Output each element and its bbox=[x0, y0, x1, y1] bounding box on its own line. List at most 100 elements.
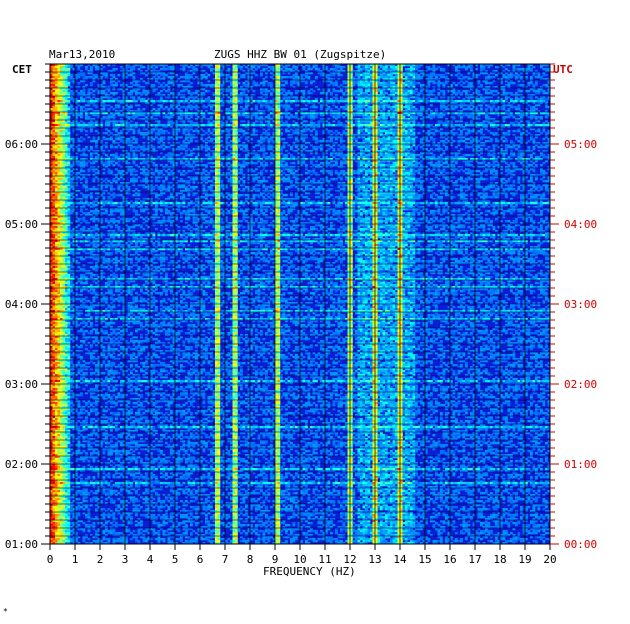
spectrogram-cell bbox=[165, 84, 168, 87]
spectrogram-cell bbox=[50, 118, 53, 121]
spectrogram-cell bbox=[530, 116, 533, 119]
spectrogram-cell bbox=[287, 104, 291, 107]
spectrogram-cell bbox=[50, 108, 53, 111]
spectrogram-cell bbox=[452, 140, 456, 143]
spectrogram-cell bbox=[360, 88, 363, 91]
spectrogram-cell bbox=[470, 70, 473, 73]
spectrogram-cell bbox=[85, 110, 88, 113]
spectrogram-cell bbox=[207, 134, 211, 137]
spectrogram-cell bbox=[547, 144, 551, 147]
spectrogram-cell bbox=[212, 84, 216, 87]
spectrogram-cell bbox=[510, 94, 513, 97]
spectrogram-cell bbox=[427, 132, 431, 135]
spectrogram-cell bbox=[97, 124, 101, 127]
spectrogram-cell bbox=[200, 136, 203, 139]
spectrogram-cell bbox=[240, 130, 243, 133]
spectrogram-cell bbox=[215, 140, 218, 143]
spectrogram-cell bbox=[175, 126, 178, 129]
spectrogram-cell bbox=[137, 84, 141, 87]
spectrogram-cell bbox=[347, 128, 351, 131]
spectrogram-cell bbox=[112, 98, 116, 101]
spectrogram-cell bbox=[97, 84, 101, 87]
spectrogram-cell bbox=[62, 100, 66, 103]
spectrogram-cell bbox=[105, 128, 108, 131]
spectrogram-cell bbox=[372, 84, 376, 87]
spectrogram-cell bbox=[445, 126, 448, 129]
spectrogram-cell bbox=[272, 78, 276, 81]
spectrogram-cell bbox=[170, 92, 173, 95]
spectrogram-cell bbox=[430, 118, 433, 121]
spectrogram-cell bbox=[382, 70, 386, 73]
spectrogram-cell bbox=[515, 124, 518, 127]
spectrogram-cell bbox=[410, 120, 413, 123]
spectrogram-cell bbox=[482, 142, 486, 145]
spectrogram-cell bbox=[350, 84, 353, 87]
spectrogram-cell bbox=[477, 92, 481, 95]
spectrogram-cell bbox=[427, 80, 431, 83]
spectrogram-cell bbox=[542, 138, 546, 141]
spectrogram-cell bbox=[357, 70, 361, 73]
spectrogram-cell bbox=[260, 106, 263, 109]
spectrogram-cell bbox=[225, 70, 228, 73]
spectrogram-cell bbox=[450, 122, 453, 125]
spectrogram-cell bbox=[245, 104, 248, 107]
spectrogram-cell bbox=[390, 76, 393, 79]
spectrogram-cell bbox=[127, 126, 131, 129]
spectrogram-cell bbox=[215, 78, 218, 81]
spectrogram-cell bbox=[155, 124, 158, 127]
spectrogram-cell bbox=[390, 94, 393, 97]
spectrogram-cell bbox=[115, 110, 118, 113]
spectrogram-cell bbox=[357, 72, 361, 75]
spectrogram-cell bbox=[480, 142, 483, 145]
spectrogram-cell bbox=[260, 72, 263, 75]
spectrogram-cell bbox=[60, 84, 63, 87]
spectrogram-cell bbox=[87, 116, 91, 119]
spectrogram-cell bbox=[345, 124, 348, 127]
spectrogram-cell bbox=[440, 90, 443, 93]
spectrogram-cell bbox=[115, 100, 118, 103]
spectrogram-cell bbox=[505, 132, 508, 135]
spectrogram-cell bbox=[100, 110, 103, 113]
spectrogram-cell bbox=[382, 64, 386, 67]
spectrogram-cell bbox=[350, 112, 353, 115]
spectrogram-cell bbox=[475, 144, 478, 147]
spectrogram-cell bbox=[75, 124, 78, 127]
spectrogram-cell bbox=[175, 132, 178, 135]
spectrogram-cell bbox=[520, 68, 523, 71]
spectrogram-cell bbox=[397, 78, 401, 81]
spectrogram-cell bbox=[200, 144, 203, 147]
spectrogram-cell bbox=[397, 118, 401, 121]
spectrogram-cell bbox=[277, 142, 281, 145]
spectrogram-cell bbox=[97, 114, 101, 117]
spectrogram-cell bbox=[52, 68, 56, 71]
spectrogram-cell bbox=[270, 84, 273, 87]
spectrogram-cell bbox=[532, 88, 536, 91]
spectrogram-cell bbox=[210, 84, 213, 87]
spectrogram-cell bbox=[50, 120, 53, 123]
spectrogram-cell bbox=[347, 76, 351, 79]
spectrogram-cell bbox=[262, 78, 266, 81]
spectrogram-cell bbox=[72, 100, 76, 103]
spectrogram-cell bbox=[95, 100, 98, 103]
spectrogram-cell bbox=[215, 70, 218, 73]
spectrogram-cell bbox=[292, 64, 296, 67]
spectrogram-cell bbox=[300, 80, 303, 83]
spectrogram-cell bbox=[270, 82, 273, 85]
spectrogram-cell bbox=[92, 140, 96, 143]
spectrogram-cell bbox=[275, 88, 278, 91]
spectrogram-cell bbox=[160, 146, 163, 149]
spectrogram-cell bbox=[275, 96, 278, 99]
spectrogram-cell bbox=[462, 86, 466, 89]
spectrogram-cell bbox=[502, 116, 506, 119]
spectrogram-cell bbox=[432, 134, 436, 137]
spectrogram-cell bbox=[345, 112, 348, 115]
spectrogram-cell bbox=[397, 80, 401, 83]
spectrogram-cell bbox=[450, 106, 453, 109]
spectrogram-cell bbox=[122, 100, 126, 103]
spectrogram-cell bbox=[332, 144, 336, 147]
spectrogram-cell bbox=[357, 80, 361, 83]
spectrogram-cell bbox=[305, 134, 308, 137]
spectrogram-cell bbox=[490, 108, 493, 111]
spectrogram-cell bbox=[185, 134, 188, 137]
spectrogram-cell bbox=[500, 86, 503, 89]
